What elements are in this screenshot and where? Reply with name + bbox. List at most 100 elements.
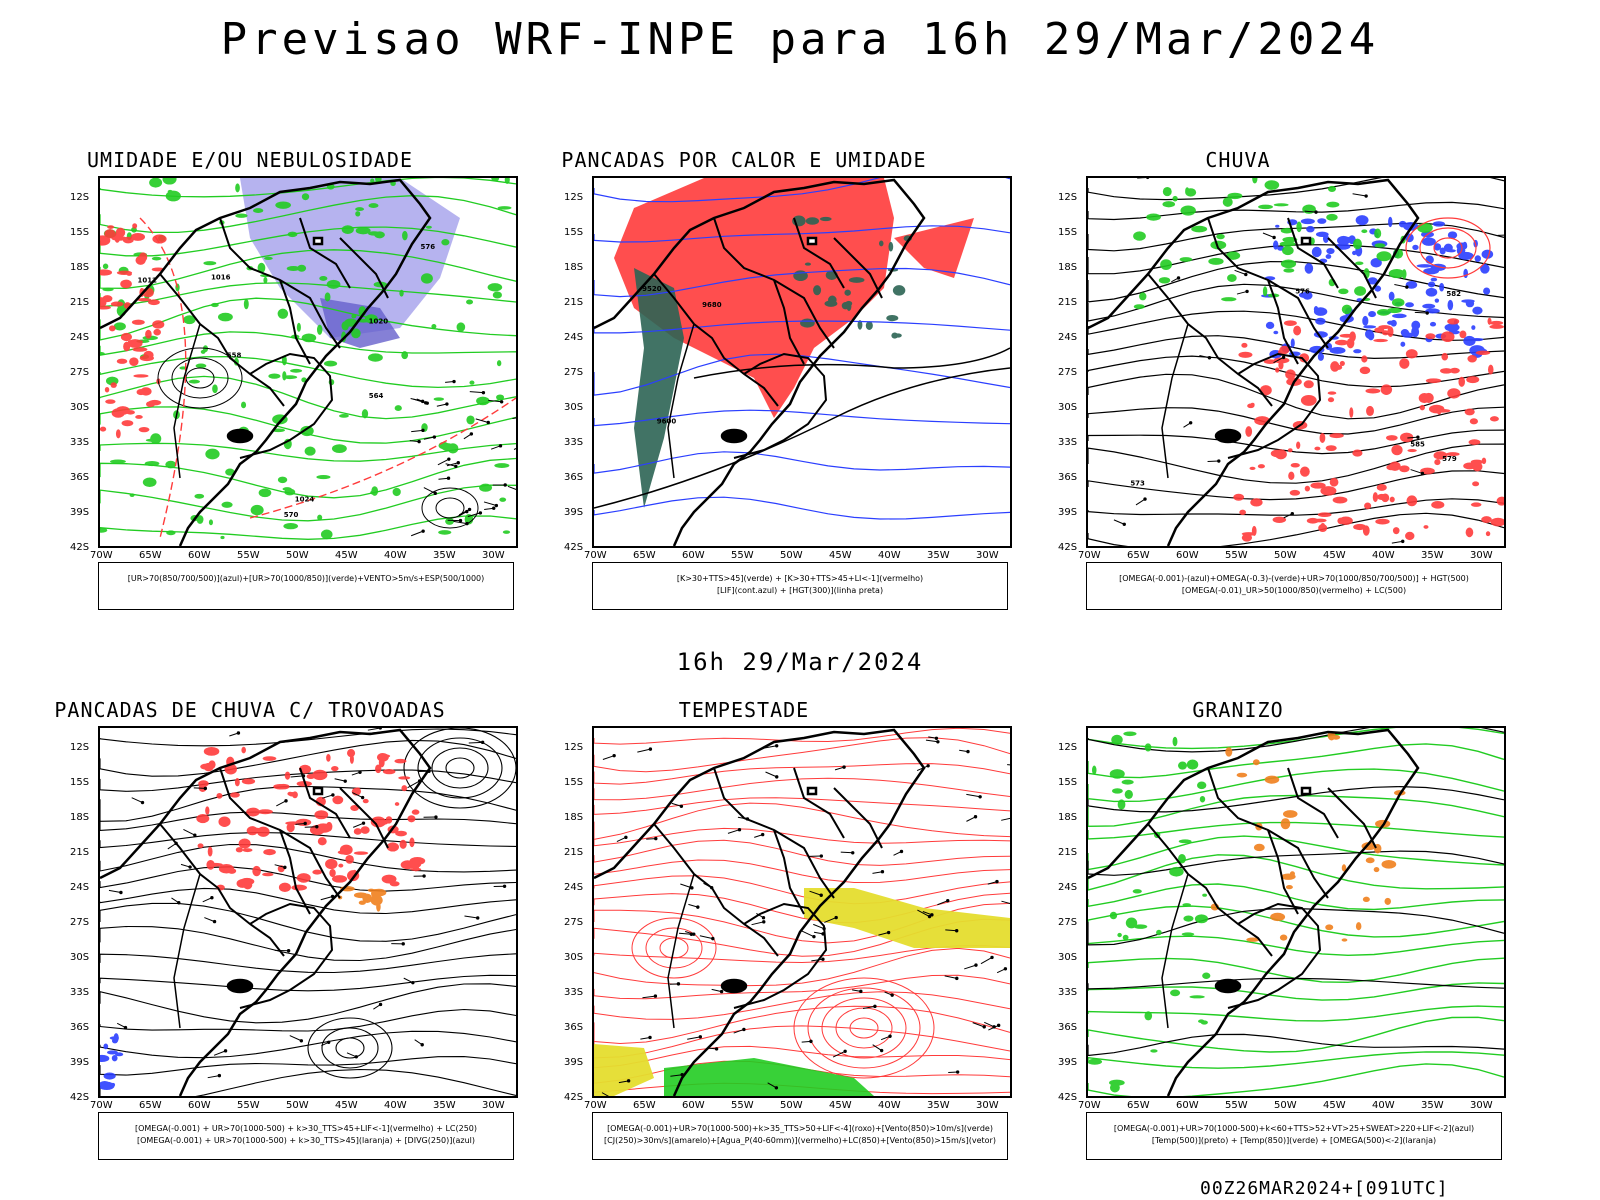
wind850-vectors-arrow: [801, 930, 815, 938]
wind850-vectors-arrow: [727, 829, 740, 834]
omega-blue-patch: [1363, 325, 1377, 329]
green-humidity-patch: [370, 178, 375, 184]
map-frame: [1086, 726, 1506, 1098]
wind-vectors-arrow: [410, 530, 424, 537]
lon-tick-label: 35W: [927, 1100, 950, 1111]
omega-red-patch: [1250, 498, 1263, 507]
flow-arrows-arrowhead: [177, 901, 181, 905]
wind850-vectors-arrow: [878, 932, 889, 936]
water-vapor-contours-line: [594, 802, 1010, 840]
omega500-orange-patch: [1325, 924, 1334, 931]
thunderstorm-red-patch: [296, 873, 311, 883]
omega-blue-patch: [1432, 221, 1445, 227]
green-humidity-patch: [351, 328, 361, 339]
green-humidity-patch: [150, 433, 162, 444]
green-humidity-patch: [425, 225, 432, 229]
temp500-contours-line: [1088, 785, 1504, 813]
green-humidity-contours-line: [100, 195, 516, 234]
streamlines-250-line: [100, 953, 516, 974]
omega-red-patch: [1434, 459, 1441, 466]
wind850-vectors-arrowhead: [859, 989, 863, 994]
wind850-vectors-arrowhead: [648, 747, 653, 751]
lat-tick-label: 36S: [564, 472, 584, 483]
temp850-contours-line: [1088, 883, 1504, 911]
wind-vectors-arrowhead: [478, 511, 483, 515]
legend-line: [LIF](cont.azul) + [HGT(300)](linha pret…: [716, 586, 884, 595]
lon-tick-label: 30W: [482, 1100, 505, 1111]
wind850-vectors-arrowhead: [973, 815, 978, 819]
omega-red-patch: [1391, 444, 1403, 456]
green-humidity-patch: [183, 315, 196, 325]
green-humidity-patch: [487, 283, 503, 292]
green-humidity-patch: [420, 273, 433, 284]
omega-blue-patch: [1465, 299, 1475, 308]
green-humidity-patch: [317, 514, 323, 521]
umidade-contour-label: 1012: [137, 276, 157, 284]
lat-tick-label: 30S: [1058, 402, 1078, 413]
water-vapor-contours-line: [594, 1005, 1010, 1045]
hgt500-contours-line: [1088, 201, 1504, 221]
omega-red-patch: [1464, 408, 1475, 416]
wind850-vectors-arrowhead: [626, 1079, 631, 1083]
lon-tick-label: 30W: [976, 550, 999, 561]
omega-red-patch: [1405, 349, 1418, 359]
omega-blue-patch: [1416, 264, 1433, 268]
temp850-patches: [1088, 731, 1211, 1093]
thunderstorm-red-patch: [235, 847, 243, 853]
green-humidity-patch: [100, 351, 105, 355]
flow-arrows-arrowhead: [420, 1043, 424, 1047]
forecast-map: 585 582 579 576 573: [1088, 178, 1504, 546]
green-humidity-patch: [496, 360, 502, 367]
divergence-blue: [100, 1033, 124, 1091]
lif-blue-contours-line: [594, 451, 1010, 474]
omega500-orange-patch: [1362, 896, 1370, 903]
lat-tick-label: 39S: [70, 507, 90, 518]
omega-red-patch: [1400, 432, 1414, 443]
border-line-6: [667, 323, 695, 479]
wind-vectors-arrowhead: [498, 444, 503, 448]
omega-green-patch: [1338, 288, 1349, 295]
red-thickness-patch: [127, 339, 143, 348]
green-humidity-patch: [466, 415, 475, 425]
temp850-patches-patch: [1197, 781, 1207, 790]
omega-red-patch: [1317, 512, 1332, 518]
temp850-contours-line: [1088, 794, 1504, 828]
lon-tick-label: 35W: [433, 1100, 456, 1111]
streamline-arrows-arrowhead: [1420, 471, 1425, 476]
wind850-vectors-arrowhead: [930, 913, 934, 917]
temp850-patches-patch: [1194, 914, 1209, 924]
wind850-vectors-arrowhead: [926, 764, 930, 768]
wind-vectors-arrow: [467, 512, 481, 517]
wind-vectors-arrowhead: [452, 379, 456, 384]
wind-vectors-arrowhead: [432, 435, 437, 439]
wind850-vectors-arrowhead: [955, 976, 959, 981]
divergence-blue-patch: [113, 1033, 119, 1043]
red-thickness-patch: [100, 426, 107, 432]
streamline-arrows-arrowhead: [1217, 459, 1221, 463]
lon-tick-label: 55W: [237, 550, 260, 561]
omega-green-patch: [1191, 225, 1208, 233]
lat-tick-label: 42S: [70, 1092, 90, 1103]
divergence-blue-patch: [103, 1072, 116, 1080]
red-thickness-patch: [104, 229, 116, 239]
hgt500-contours-line: [1088, 498, 1504, 516]
lon-tick-label: 50W: [286, 550, 309, 561]
green-humidity-patch: [203, 261, 217, 266]
omega-blue-patch: [1434, 298, 1440, 303]
green-humidity-patch: [499, 497, 507, 502]
omega-green-patch: [1185, 187, 1190, 195]
pw-west-ring: [645, 927, 703, 969]
omega-red-patch: [1381, 330, 1390, 336]
streamline-arrows-arrow: [1273, 356, 1284, 364]
omega-red-patch: [1470, 502, 1482, 507]
omega-blue-patch: [1273, 330, 1279, 335]
water-vapor-contours-line: [594, 945, 1010, 964]
wind850-vectors-arrowhead: [936, 740, 940, 744]
omega-blue-patch: [1265, 321, 1275, 329]
lon-tick-label: 40W: [384, 1100, 407, 1111]
green-humidity-patch: [441, 443, 454, 451]
green-humidity-patch: [264, 256, 273, 260]
wind-vectors-arrowhead: [446, 476, 451, 480]
lat-tick-label: 18S: [70, 812, 90, 823]
green-humidity-patch: [212, 384, 218, 394]
